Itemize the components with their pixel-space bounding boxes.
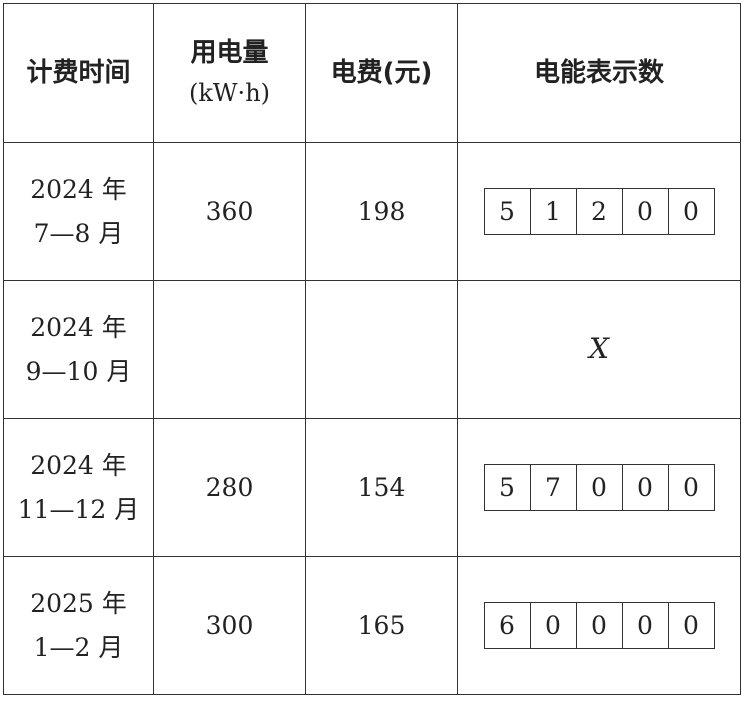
meter-digit: 0 [577, 465, 623, 510]
time-months: 11—12 月 [17, 494, 140, 524]
time-cell: 2025 年 1—2 月 [3, 556, 154, 695]
usage-cell: 300 [153, 556, 306, 695]
usage-cell: 280 [153, 418, 306, 557]
meter-digit: 0 [577, 603, 623, 648]
header-time: 计费时间 [3, 3, 154, 143]
fee-cell [305, 280, 458, 419]
header-fee: 电费(元) [305, 3, 458, 143]
meter-digit: 2 [577, 189, 623, 234]
electricity-bill-table: 计费时间 用电量 (kW·h) 电费(元) 电能表示数 2024 年 7—8 月 3… [3, 3, 741, 695]
meter-digit: 0 [683, 197, 699, 226]
time-year: 2024 年 [30, 312, 127, 342]
time-cell: 2024 年 11—12 月 [3, 418, 154, 557]
meter-digit: 6 [485, 603, 531, 648]
header-usage-unit: (kW·h) [188, 79, 271, 107]
meter-digit: 5 [485, 189, 531, 234]
fee-cell: 165 [305, 556, 458, 695]
meter-cell: X [457, 280, 741, 419]
fee-cell: 198 [305, 142, 458, 281]
meter-digit: 0 [531, 603, 577, 648]
time-year: 2025 年 [30, 588, 127, 618]
usage-cell [153, 280, 306, 419]
meter-unknown: X [589, 332, 609, 365]
header-row: 计费时间 用电量 (kW·h) 电费(元) 电能表示数 [3, 3, 741, 143]
header-usage-label: 用电量 [190, 38, 269, 68]
meter-digit: 7 [531, 465, 577, 510]
meter-digit: 0 [623, 465, 669, 510]
usage-cell: 360 [153, 142, 306, 281]
fee-cell: 154 [305, 418, 458, 557]
table-row: 2024 年 9—10 月 X [3, 280, 741, 419]
header-usage: 用电量 (kW·h) [153, 3, 306, 143]
time-months: 7—8 月 [33, 218, 124, 248]
meter-digit: 0 [623, 189, 669, 234]
time-months: 1—2 月 [33, 632, 124, 662]
time-cell: 2024 年 9—10 月 [3, 280, 154, 419]
meter-digit: 1 [531, 189, 577, 234]
time-year: 2024 年 [30, 450, 127, 480]
meter-digit: 0 [683, 611, 699, 640]
meter-digit: 5 [485, 465, 531, 510]
time-months: 9—10 月 [25, 356, 132, 386]
header-meter: 电能表示数 [457, 3, 741, 143]
meter-digit: 0 [683, 473, 699, 502]
time-cell: 2024 年 7—8 月 [3, 142, 154, 281]
time-year: 2024 年 [30, 174, 127, 204]
meter-digit: 0 [623, 603, 669, 648]
